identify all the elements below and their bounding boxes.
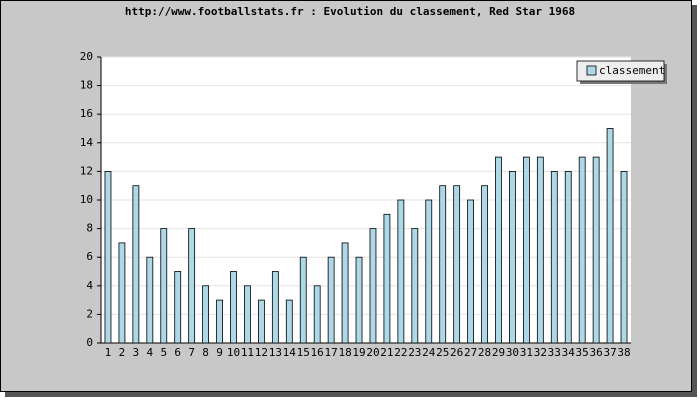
x-tick-label: 6: [174, 346, 181, 359]
bar: [397, 199, 405, 344]
x-tick-label: 3: [133, 346, 140, 359]
x-tick-label: 19: [352, 346, 365, 359]
x-tick-label: 16: [311, 346, 324, 359]
x-tick-label: 5: [160, 346, 167, 359]
bar: [146, 256, 154, 344]
x-tick-label: 4: [147, 346, 154, 359]
x-tick-label: 2: [119, 346, 126, 359]
bar: [230, 271, 237, 344]
y-tick-label: 0: [86, 336, 93, 349]
x-tick-label: 13: [269, 346, 282, 359]
bar: [285, 299, 293, 344]
bar: [578, 156, 586, 344]
y-tick-label: 4: [86, 279, 93, 292]
x-tick-label: 8: [202, 346, 209, 359]
bar: [369, 228, 377, 344]
legend-swatch: [586, 65, 597, 76]
x-tick-label: 31: [520, 346, 533, 359]
bar: [188, 228, 196, 344]
bar: [160, 228, 168, 344]
y-tick-label: 14: [80, 136, 94, 149]
bar: [174, 271, 182, 344]
x-tick-label: 23: [408, 346, 421, 359]
y-tick-label: 8: [86, 222, 93, 235]
bar: [299, 256, 307, 344]
bar: [271, 271, 279, 344]
y-tick-label: 10: [80, 193, 93, 206]
bar: [383, 213, 391, 344]
bar: [132, 185, 140, 344]
bar: [536, 156, 544, 344]
x-tick-label: 15: [297, 346, 310, 359]
bar: [522, 156, 530, 344]
bar: [411, 228, 419, 344]
bar: [453, 185, 461, 344]
bar: [564, 170, 572, 344]
x-tick-label: 28: [478, 346, 491, 359]
bar: [481, 185, 488, 344]
x-tick-label: 11: [241, 346, 254, 359]
bar: [550, 170, 558, 344]
x-tick-label: 36: [590, 346, 603, 359]
x-tick-label: 25: [436, 346, 449, 359]
bar: [244, 285, 251, 344]
x-tick-label: 14: [283, 346, 297, 359]
x-tick-label: 22: [394, 346, 407, 359]
x-tick-label: 1: [105, 346, 112, 359]
bar: [202, 285, 210, 344]
x-tick-label: 20: [366, 346, 379, 359]
x-tick-label: 33: [548, 346, 561, 359]
y-tick-label: 20: [80, 50, 93, 63]
x-tick-label: 7: [188, 346, 195, 359]
x-tick-label: 10: [227, 346, 240, 359]
y-tick-label: 18: [80, 79, 93, 92]
legend-label: classement: [599, 64, 665, 77]
y-tick-label: 12: [80, 164, 93, 177]
bar: [257, 299, 265, 344]
x-tick-label: 9: [216, 346, 223, 359]
x-tick-label: 32: [534, 346, 547, 359]
bar: [355, 256, 363, 344]
bar: [467, 199, 475, 344]
x-tick-label: 34: [562, 346, 576, 359]
legend-box: [576, 60, 665, 82]
bar: [216, 299, 223, 344]
bar: [592, 156, 600, 344]
y-tick-label: 2: [86, 307, 93, 320]
x-tick-label: 21: [380, 346, 393, 359]
x-tick-label: 30: [506, 346, 519, 359]
x-tick-label: 12: [255, 346, 268, 359]
x-tick-label: 24: [422, 346, 436, 359]
x-tick-label: 35: [576, 346, 589, 359]
bar: [439, 185, 447, 344]
x-tick-label: 29: [492, 346, 505, 359]
bar: [509, 170, 516, 344]
bar: [327, 256, 335, 344]
chart-title: http://www.footballstats.fr : Evolution …: [125, 5, 575, 18]
bar: [606, 128, 614, 344]
bar: [341, 242, 349, 344]
bar: [118, 242, 126, 344]
bar: [495, 156, 502, 344]
x-tick-label: 18: [338, 346, 351, 359]
bar: [620, 170, 628, 344]
y-tick-label: 16: [80, 107, 93, 120]
x-tick-label: 37: [603, 346, 616, 359]
y-tick-label: 6: [86, 250, 93, 263]
bar: [425, 199, 433, 344]
x-tick-label: 17: [325, 346, 338, 359]
x-tick-label: 27: [464, 346, 477, 359]
x-tick-label: 38: [617, 346, 630, 359]
bar: [313, 285, 321, 344]
bar: [104, 170, 112, 344]
x-tick-label: 26: [450, 346, 463, 359]
